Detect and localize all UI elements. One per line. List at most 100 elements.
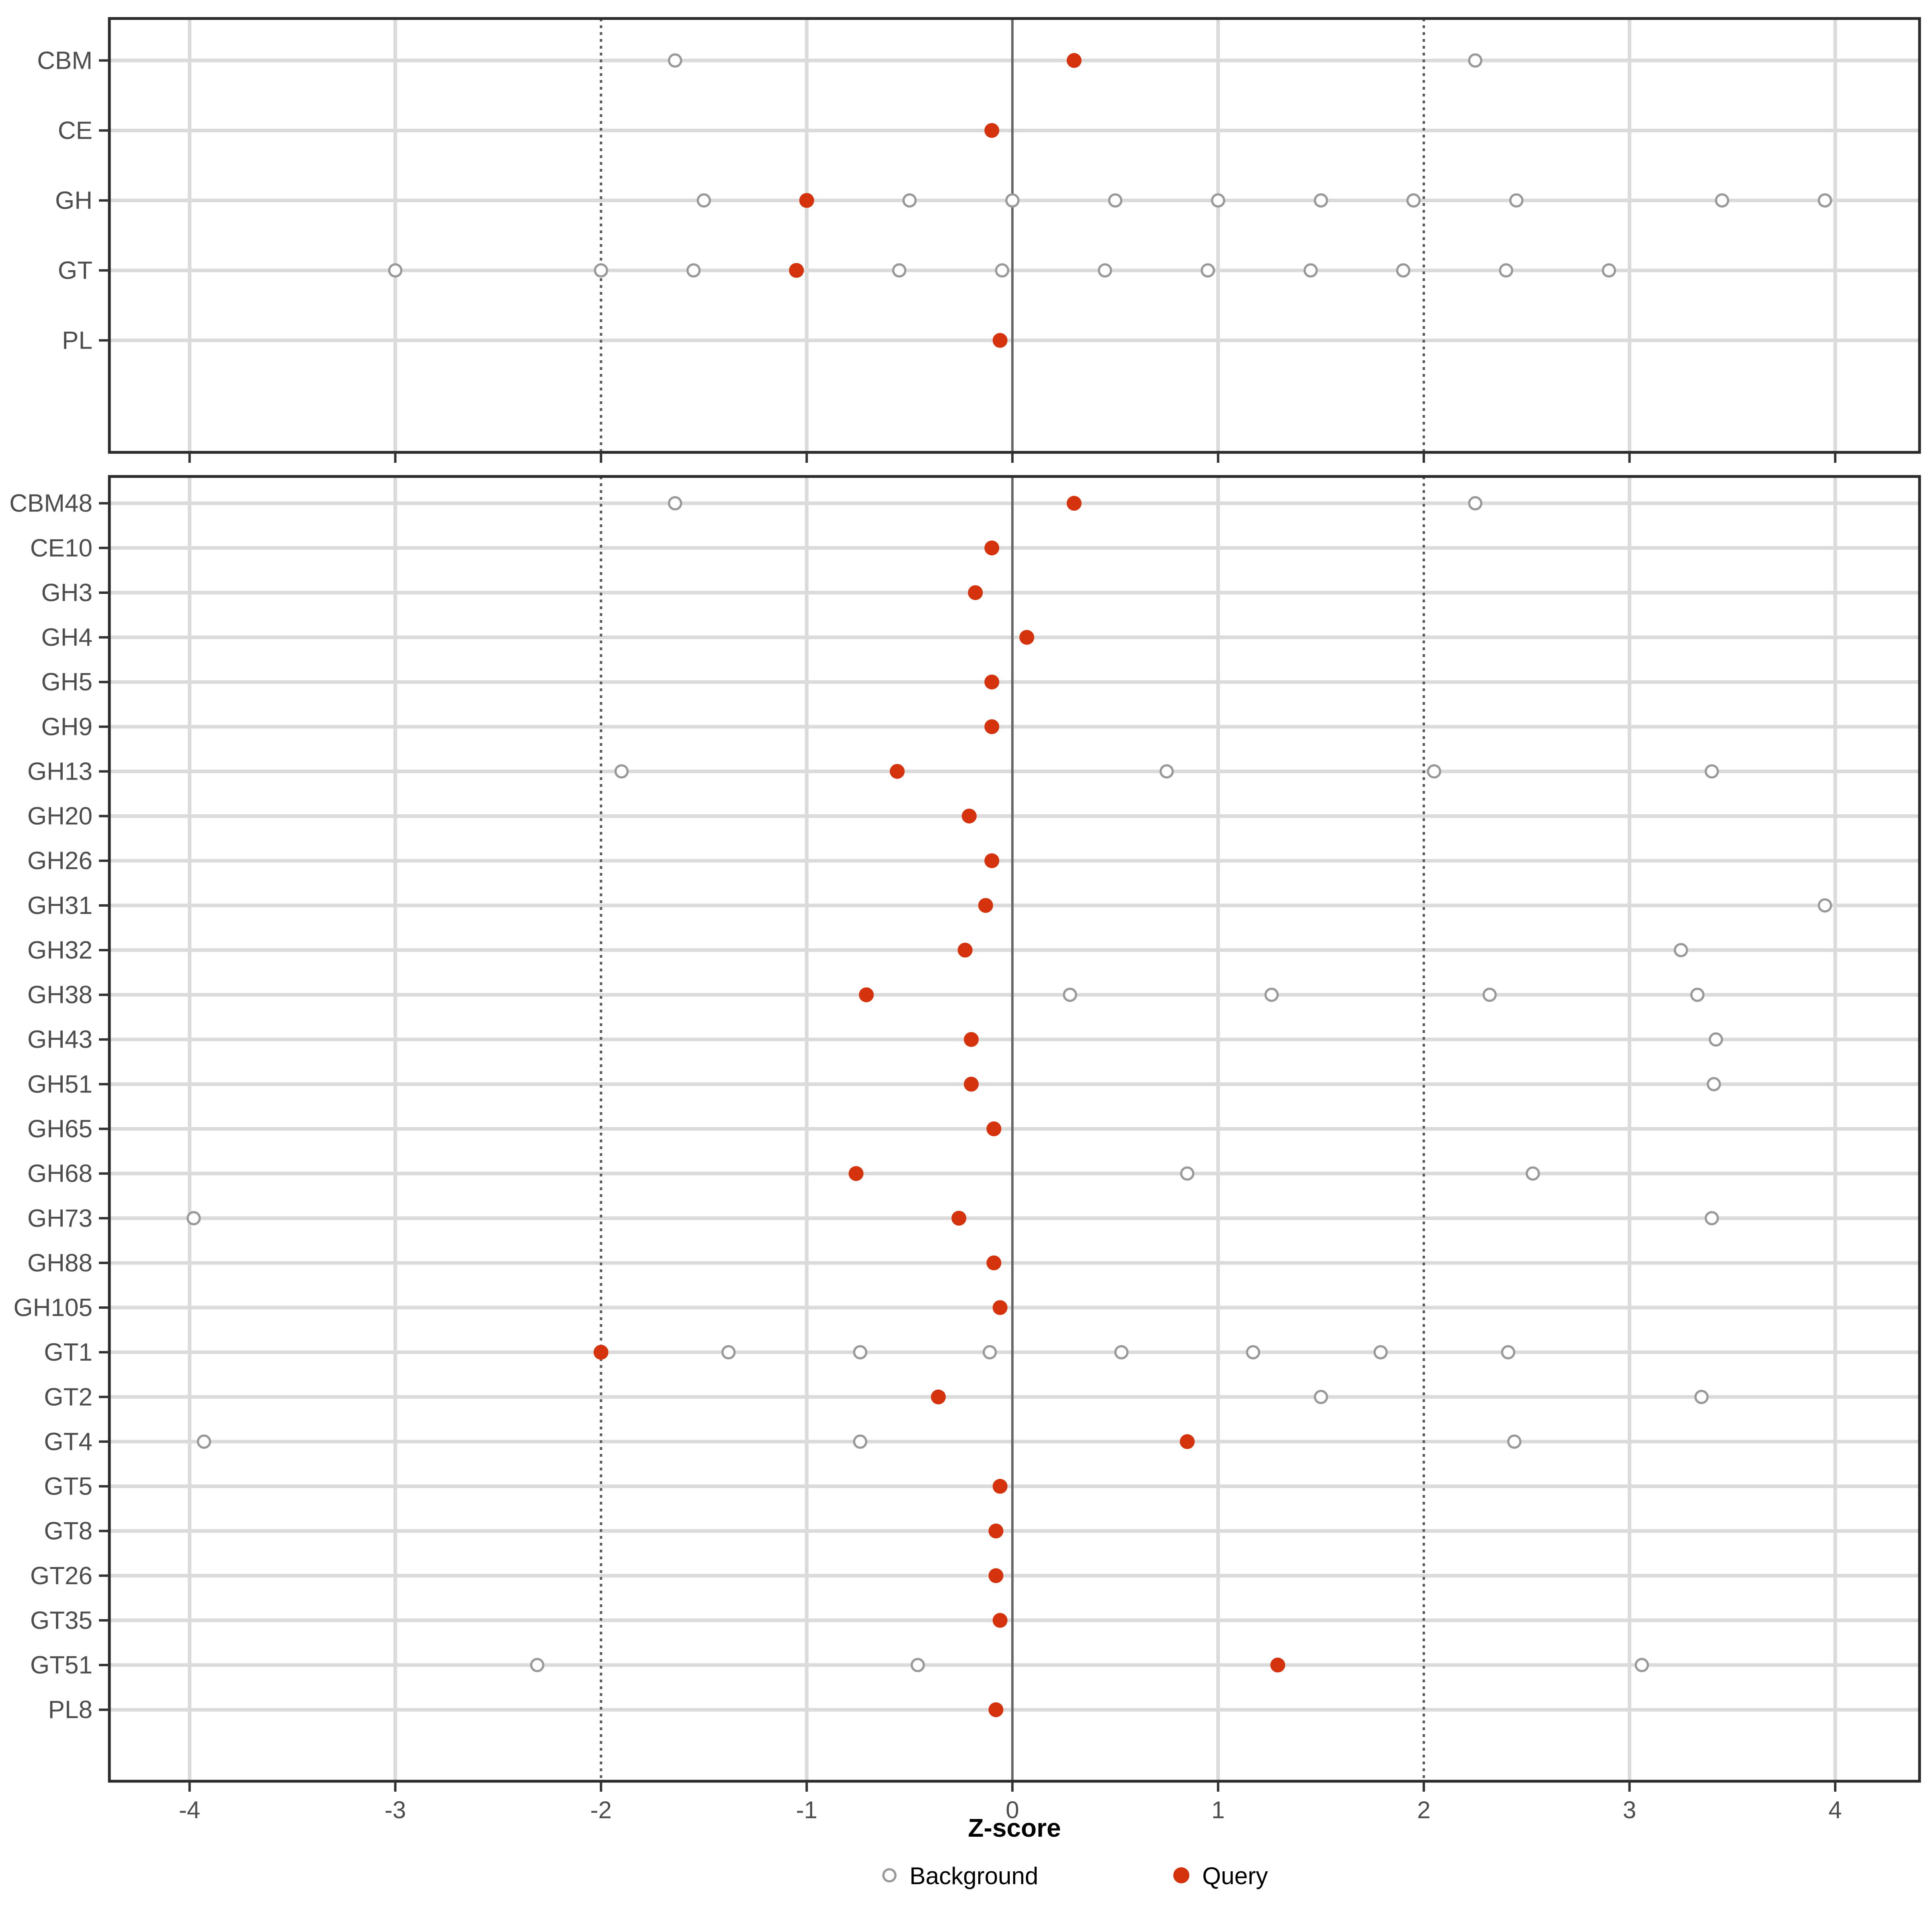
- background-point-GH: [1406, 193, 1421, 208]
- legend-query-label: Query: [1202, 1862, 1268, 1889]
- query-point-CBM48: [1066, 496, 1082, 511]
- y-axis-label-GT5: GT5: [44, 1473, 92, 1501]
- background-point-GH: [696, 193, 711, 208]
- y-axis-label-GT1: GT1: [44, 1339, 92, 1366]
- legend-background-label: Background: [910, 1862, 1038, 1889]
- y-axis-label-GH32: GH32: [27, 936, 92, 964]
- background-point-GH13: [1159, 764, 1174, 779]
- y-axis-label-GH105: GH105: [14, 1294, 92, 1322]
- query-point-GH105: [992, 1300, 1008, 1315]
- background-point-GT51: [1634, 1658, 1649, 1672]
- background-point-GH38: [1690, 988, 1705, 1002]
- query-point-GT26: [988, 1568, 1004, 1583]
- background-point-GH: [1817, 193, 1832, 208]
- background-point-GT: [1396, 263, 1411, 278]
- y-axis-label-GH43: GH43: [27, 1026, 92, 1053]
- query-point-CE: [984, 123, 1000, 138]
- y-axis-label-GH: GH: [55, 187, 92, 214]
- x-tick-label-2: 2: [1417, 1796, 1430, 1823]
- y-axis-label-GT51: GT51: [30, 1651, 92, 1679]
- query-point-GH3: [968, 585, 983, 600]
- query-point-CBM: [1066, 53, 1082, 68]
- background-point-GT: [1201, 263, 1215, 278]
- query-point-GH43: [964, 1032, 979, 1047]
- background-point-GH68: [1526, 1166, 1540, 1181]
- query-point-GH73: [951, 1211, 967, 1226]
- y-axis-label-GT35: GT35: [30, 1607, 92, 1634]
- background-point-GT1: [1114, 1345, 1129, 1359]
- background-point-GT1: [1373, 1345, 1388, 1359]
- y-axis-label-GH38: GH38: [27, 981, 92, 1009]
- legend-background-icon: [882, 1868, 897, 1883]
- background-point-GT2: [1694, 1390, 1709, 1404]
- background-point-GH38: [1264, 988, 1279, 1002]
- background-point-GH: [1715, 193, 1729, 208]
- background-point-GT1: [1246, 1345, 1261, 1359]
- query-point-GT: [789, 263, 804, 278]
- query-point-GH4: [1019, 630, 1035, 645]
- background-point-GH68: [1180, 1166, 1195, 1181]
- background-point-CBM48: [1468, 496, 1482, 511]
- query-point-GT8: [988, 1523, 1004, 1539]
- background-point-GT: [1303, 263, 1318, 278]
- y-axis-label-CBM: CBM: [37, 47, 92, 74]
- query-point-GH88: [986, 1255, 1002, 1271]
- background-point-GT: [1499, 263, 1513, 278]
- query-point-GH5: [984, 674, 1000, 690]
- background-point-GT: [892, 263, 907, 278]
- query-point-GH26: [984, 853, 1000, 868]
- query-point-GH38: [859, 987, 874, 1002]
- legend-query-icon: [1173, 1867, 1189, 1883]
- y-axis-label-GH5: GH5: [41, 668, 92, 696]
- y-axis-label-GH73: GH73: [27, 1205, 92, 1232]
- query-point-GH20: [961, 809, 977, 824]
- background-point-GT1: [853, 1345, 868, 1359]
- x-tick-label--1: -1: [796, 1796, 817, 1823]
- legend: Background Query: [882, 1862, 1268, 1889]
- query-point-GH51: [964, 1076, 979, 1092]
- y-axis-label-GT8: GT8: [44, 1517, 92, 1545]
- x-tick-label--3: -3: [384, 1796, 406, 1823]
- background-point-GT2: [1314, 1390, 1328, 1404]
- background-point-GH32: [1673, 943, 1688, 957]
- x-tick-label-0: 0: [1006, 1796, 1019, 1823]
- x-tick-label-4: 4: [1829, 1796, 1842, 1823]
- background-point-GH: [1314, 193, 1328, 208]
- background-point-GH: [1005, 193, 1020, 208]
- query-point-GT51: [1270, 1657, 1285, 1673]
- y-axis-label-GH26: GH26: [27, 847, 92, 875]
- background-point-GT51: [910, 1658, 925, 1672]
- background-point-GT1: [721, 1345, 736, 1359]
- y-axis-label-CE: CE: [58, 117, 92, 144]
- background-point-GH13: [1704, 764, 1719, 779]
- y-axis-label-CBM48: CBM48: [9, 490, 92, 517]
- x-tick-label-3: 3: [1623, 1796, 1636, 1823]
- y-axis-label-GT: GT: [58, 257, 92, 285]
- query-point-GT5: [992, 1479, 1008, 1494]
- background-point-GH38: [1063, 988, 1077, 1002]
- query-point-GT4: [1180, 1434, 1195, 1449]
- y-axis-label-GT4: GT4: [44, 1428, 92, 1456]
- query-point-CE10: [984, 540, 1000, 556]
- x-axis-title: Z-score: [968, 1813, 1061, 1842]
- y-axis-label-GH65: GH65: [27, 1115, 92, 1143]
- background-point-GT: [995, 263, 1010, 278]
- y-axis-label-GH3: GH3: [41, 579, 92, 607]
- background-point-GH73: [1704, 1211, 1719, 1226]
- y-axis-label-GH88: GH88: [27, 1249, 92, 1277]
- query-point-GH68: [848, 1166, 864, 1181]
- y-axis-label-GH20: GH20: [27, 803, 92, 830]
- background-point-GH51: [1706, 1077, 1721, 1092]
- query-point-GT1: [593, 1345, 609, 1360]
- background-point-GT1: [1501, 1345, 1515, 1359]
- background-point-GH13: [1427, 764, 1441, 779]
- query-point-GH: [799, 193, 814, 208]
- background-point-GT4: [853, 1434, 868, 1449]
- background-point-GT51: [530, 1658, 544, 1672]
- background-point-GT4: [1507, 1434, 1521, 1449]
- background-point-GT4: [197, 1434, 211, 1449]
- query-point-PL8: [988, 1702, 1004, 1717]
- background-point-GT1: [982, 1345, 997, 1359]
